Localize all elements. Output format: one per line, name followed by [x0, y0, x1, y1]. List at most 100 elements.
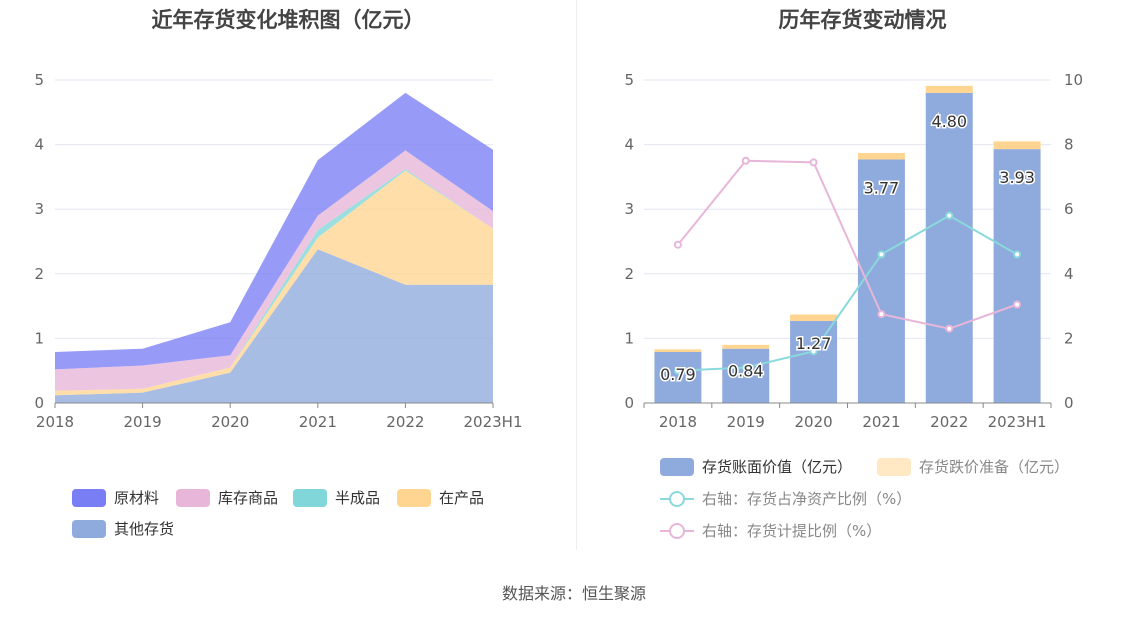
- y-tick-label: 3: [624, 200, 634, 218]
- line-point: [741, 156, 750, 165]
- line-point: [673, 366, 682, 375]
- bar-inventory-book-value: [654, 351, 702, 403]
- line-point: [877, 310, 886, 319]
- line-series-右轴：存货计提比例（%）: [677, 159, 1018, 330]
- bar-inventory-book-value: [925, 92, 973, 404]
- bar-impairment-provision: [857, 152, 905, 160]
- right-chart-title: 历年存货变动情况: [778, 8, 947, 32]
- x-tick-label: 2018: [659, 413, 697, 431]
- legend-marker: [669, 522, 685, 539]
- x-tick-label: 2022: [930, 413, 968, 431]
- y-tick-label: 0: [624, 394, 634, 412]
- bar-inventory-book-value: [722, 348, 770, 403]
- y2-tick-label: 6: [1064, 200, 1074, 218]
- legend-swatch: [877, 457, 911, 476]
- bar-impairment-provision: [790, 314, 838, 321]
- legend-label: 其他存货: [114, 520, 175, 538]
- y-tick-label: 2: [34, 265, 44, 283]
- y-tick-label: 5: [34, 71, 44, 89]
- bar-impairment-provision: [654, 349, 702, 352]
- y-tick-label: 3: [34, 200, 44, 218]
- bar-data-label: 3.93: [999, 168, 1035, 187]
- y2-tick-label: 8: [1064, 136, 1074, 154]
- legend-item-右轴：存货占净资产比例（%）[interactable]: 右轴：存货占净资产比例（%）: [660, 488, 911, 509]
- line-point: [1013, 300, 1022, 309]
- x-tick-label: 2019: [124, 413, 162, 431]
- bar-line-panel: 历年存货变动情况 0 1 2 3 4 5 0 2 4 6 8 10 2018 2019 2020 2021 20…: [577, 0, 1148, 550]
- legend-label: 存货账面价值（亿元）: [702, 458, 853, 476]
- y2-tick-label: 10: [1064, 71, 1083, 89]
- y2-tick-label: 2: [1064, 329, 1074, 347]
- legend-swatch: [293, 488, 327, 507]
- line-point: [809, 158, 818, 167]
- y2-tick-label: 0: [1064, 394, 1074, 412]
- bar-data-label: 3.77: [864, 178, 900, 197]
- bar-inventory-book-value: [993, 149, 1041, 403]
- legend-label: 在产品: [439, 489, 485, 507]
- y-tick-label: 4: [34, 136, 44, 154]
- x-tick-label: 2018: [36, 413, 74, 431]
- area-series-在产品: [55, 170, 493, 396]
- line-series-右轴：存货占净资产比例（%）: [677, 214, 1018, 372]
- legend-swatch: [397, 488, 431, 507]
- legend-label: 存货跌价准备（亿元）: [919, 458, 1070, 476]
- legend-swatch: [660, 522, 694, 540]
- line-point: [741, 363, 750, 372]
- x-tick-label: 2021: [862, 413, 900, 431]
- bar-line-chart: 0 1 2 3 4 5 0 2 4 6 8 10 2018 2019 2020 2021 2022 2023H1 0…: [624, 71, 1083, 431]
- stacked-area-panel: 近年存货变化堆积图（亿元） 0 1 2 3 4 5 2018 2019 2020 2021 2022…: [0, 0, 576, 550]
- y-tick-label: 0: [34, 394, 44, 412]
- legend-item-原材料[interactable]: 原材料: [72, 487, 159, 508]
- x-tick-label: 2023H1: [464, 413, 523, 431]
- bar-data-label: 1.27: [796, 334, 832, 353]
- line-point: [945, 211, 954, 220]
- data-source-note: 数据来源：恒生聚源: [501, 584, 646, 603]
- bar-impairment-provision: [722, 344, 770, 349]
- legend-swatch: [72, 488, 106, 507]
- x-tick-label: 2020: [211, 413, 249, 431]
- area-series-原材料: [55, 92, 493, 370]
- panel-divider: [576, 0, 577, 550]
- line-point: [673, 240, 682, 249]
- bar-impairment-provision: [925, 85, 973, 93]
- bar-inventory-book-value: [790, 320, 838, 403]
- y2-tick-label: 4: [1064, 265, 1074, 283]
- legend-swatch: [660, 490, 694, 508]
- line-point: [1013, 250, 1022, 259]
- legend-label: 库存商品: [218, 489, 279, 507]
- stacked-area-chart: 0 1 2 3 4 5 2018 2019 2020 2021 2022 2023H1: [34, 71, 523, 431]
- y-tick-label: 1: [624, 329, 634, 347]
- legend-label: 半成品: [335, 489, 381, 507]
- legend-item-半成品[interactable]: 半成品: [293, 487, 380, 508]
- legend-item-存货账面价值（亿元）[interactable]: 存货账面价值（亿元）: [660, 456, 852, 477]
- legend-label: 原材料: [114, 489, 160, 507]
- y-tick-label: 1: [34, 329, 44, 347]
- bar-data-label: 0.84: [728, 362, 764, 381]
- line-point: [809, 347, 818, 356]
- area-series-其他存货: [55, 249, 493, 403]
- bar-data-label: 4.80: [931, 112, 967, 131]
- legend-item-其他存货[interactable]: 其他存货: [72, 518, 174, 539]
- legend-marker: [669, 490, 685, 507]
- legend-label: 右轴：存货占净资产比例（%）: [702, 490, 912, 508]
- legend-swatch: [176, 488, 210, 507]
- y-tick-label: 5: [624, 71, 634, 89]
- x-tick-label: 2019: [727, 413, 765, 431]
- legend-item-右轴：存货计提比例（%）[interactable]: 右轴：存货计提比例（%）: [660, 520, 881, 541]
- line-point: [945, 324, 954, 333]
- line-point: [877, 250, 886, 259]
- legend-item-存货跌价准备（亿元）[interactable]: 存货跌价准备（亿元）: [877, 456, 1069, 477]
- legend-label: 右轴：存货计提比例（%）: [702, 522, 882, 540]
- x-tick-label: 2021: [299, 413, 337, 431]
- left-chart-title: 近年存货变化堆积图（亿元）: [151, 8, 425, 32]
- x-tick-label: 2023H1: [988, 413, 1047, 431]
- y-tick-label: 2: [624, 265, 634, 283]
- legend-item-在产品[interactable]: 在产品: [397, 487, 484, 508]
- legend-swatch: [72, 519, 106, 538]
- y-tick-label: 4: [624, 136, 634, 154]
- x-tick-label: 2020: [794, 413, 832, 431]
- x-tick-label: 2022: [386, 413, 424, 431]
- legend-item-库存商品[interactable]: 库存商品: [176, 487, 278, 508]
- legend-swatch: [660, 457, 694, 476]
- bar-data-label: 0.79: [660, 365, 696, 384]
